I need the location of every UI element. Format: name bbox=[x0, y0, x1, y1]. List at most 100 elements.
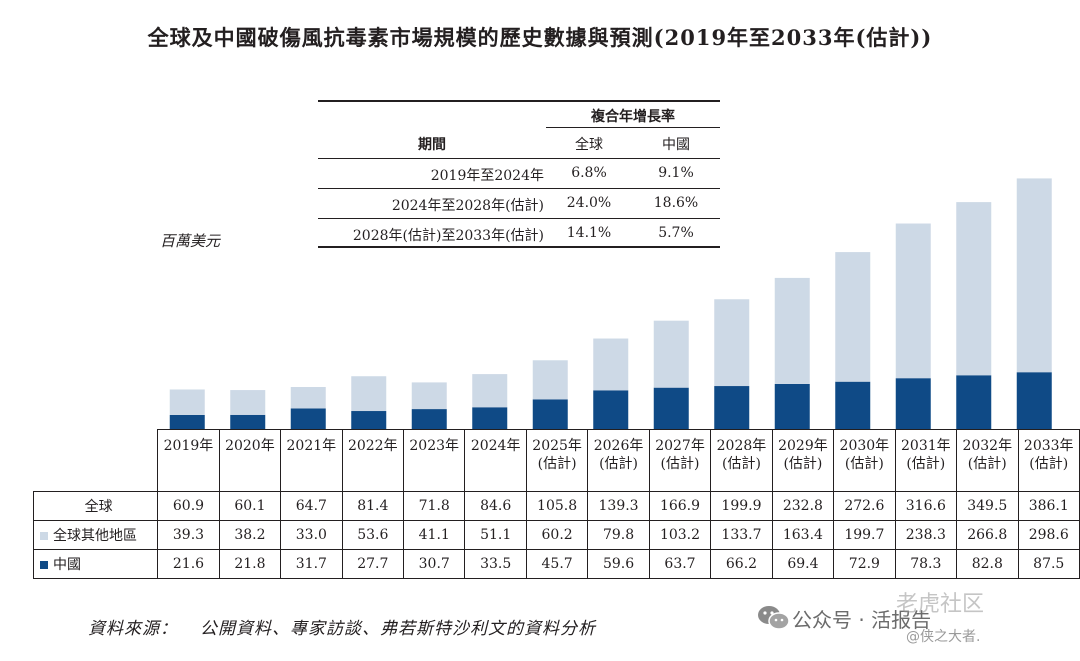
bar-china bbox=[472, 407, 508, 429]
total-value: 316.6 bbox=[894, 491, 958, 521]
china-value: 66.2 bbox=[710, 549, 773, 579]
cagr-row-global: 14.1% bbox=[566, 225, 612, 241]
china-value: 82.8 bbox=[956, 549, 1019, 579]
cagr-period-header: 期間 bbox=[418, 137, 446, 153]
total-value: 71.8 bbox=[402, 491, 466, 521]
year-tick-label: 2027年 (估計) bbox=[648, 429, 712, 492]
watermark-author: @侠之大者. bbox=[906, 629, 981, 645]
other-legend-swatch bbox=[40, 532, 48, 540]
total-value: 60.9 bbox=[157, 491, 220, 521]
bar-other bbox=[774, 277, 810, 384]
bar-china bbox=[593, 390, 629, 429]
cagr-row-period: 2028年(估計)至2033年(估計) bbox=[352, 228, 544, 244]
bar-china bbox=[653, 387, 689, 429]
china-row-label-cell: 中國 bbox=[32, 549, 159, 579]
cagr-col-china: 中國 bbox=[662, 137, 690, 153]
year-tick-label: 2024年 bbox=[464, 429, 527, 492]
bar-other bbox=[532, 360, 568, 400]
other-value: 41.1 bbox=[402, 520, 466, 550]
bar-china bbox=[774, 383, 810, 429]
other-row-label-cell: 全球其他地區 bbox=[32, 520, 159, 550]
unit-label: 百萬美元 bbox=[160, 232, 221, 250]
bar-china bbox=[895, 378, 931, 429]
year-tick-label: 2021年 bbox=[280, 429, 343, 492]
total-value: 349.5 bbox=[956, 491, 1019, 521]
other-value: 38.2 bbox=[218, 520, 282, 550]
bar-other bbox=[714, 299, 750, 387]
watermark: 公众号 · 活报告 老虎社区 @侠之大者. bbox=[756, 586, 1056, 656]
watermark-site: 老虎社区 bbox=[896, 592, 985, 617]
other-value: 266.8 bbox=[956, 520, 1019, 550]
year-tick-label: 2025年 (估計) bbox=[525, 429, 589, 492]
other-value: 33.0 bbox=[280, 520, 343, 550]
total-row: 全球 60.9 60.1 64.7 81.4 71.8 84.6 105.8 139.3 166… bbox=[32, 491, 1080, 521]
bar-china bbox=[411, 409, 447, 429]
bar-other bbox=[351, 376, 387, 412]
other-value: 103.2 bbox=[648, 520, 712, 550]
other-row: 全球其他地區 39.3 38.2 33.0 53.6 41.1 51.1 60.2 79.8 1… bbox=[32, 520, 1080, 550]
bar-china bbox=[169, 414, 205, 429]
total-value: 64.7 bbox=[280, 491, 343, 521]
cagr-row-china: 5.7% bbox=[658, 225, 694, 241]
china-legend-swatch bbox=[40, 561, 48, 569]
total-value: 272.6 bbox=[833, 491, 896, 521]
total-value: 84.6 bbox=[464, 491, 527, 521]
year-tick-label: 2020年 bbox=[218, 429, 282, 492]
bar-other bbox=[169, 389, 205, 415]
total-value: 232.8 bbox=[771, 491, 835, 521]
year-tick-label: 2019年 bbox=[157, 429, 220, 492]
source-note: 資料來源： 公開資料、專家訪談、弗若斯特沙利文的資料分析 bbox=[88, 614, 596, 639]
china-value: 21.8 bbox=[218, 549, 282, 579]
china-value: 27.7 bbox=[341, 549, 405, 579]
year-tick-label: 2028年 (估計) bbox=[710, 429, 773, 492]
cagr-row-period: 2019年至2024年 bbox=[430, 168, 544, 184]
wechat-icon bbox=[758, 606, 790, 630]
total-row-label: 全球 bbox=[32, 491, 159, 521]
bar-china bbox=[714, 386, 750, 429]
bar-other bbox=[411, 382, 447, 410]
bar-china bbox=[532, 399, 568, 429]
cagr-col-global: 全球 bbox=[575, 137, 603, 153]
cagr-row-period: 2024年至2028年(估計) bbox=[391, 198, 544, 214]
bar-china bbox=[835, 381, 871, 429]
cagr-row-global: 6.8% bbox=[571, 165, 607, 181]
year-tick-label: 2026年 (估計) bbox=[587, 429, 650, 492]
bar-china bbox=[956, 375, 992, 429]
bar-other bbox=[835, 252, 871, 382]
cagr-row-china: 9.1% bbox=[658, 165, 694, 181]
total-value: 81.4 bbox=[341, 491, 405, 521]
china-value: 59.6 bbox=[587, 549, 650, 579]
china-value: 31.7 bbox=[280, 549, 343, 579]
other-value: 53.6 bbox=[341, 520, 405, 550]
total-value: 166.9 bbox=[648, 491, 712, 521]
total-value: 386.1 bbox=[1017, 491, 1080, 521]
bar-other bbox=[593, 338, 629, 391]
year-tick-label: 2029年 (估計) bbox=[771, 429, 835, 492]
china-value: 30.7 bbox=[402, 549, 466, 579]
other-value: 51.1 bbox=[464, 520, 527, 550]
year-tick-label: 2023年 bbox=[402, 429, 466, 492]
bar-other bbox=[472, 374, 508, 408]
china-row: 中國 21.6 21.8 31.7 27.7 30.7 33.5 45.7 59.6 63.7 6… bbox=[32, 549, 1080, 579]
total-value: 60.1 bbox=[218, 491, 282, 521]
china-value: 72.9 bbox=[833, 549, 896, 579]
bar-other bbox=[653, 320, 689, 388]
other-value: 199.7 bbox=[833, 520, 896, 550]
china-value: 45.7 bbox=[525, 549, 589, 579]
other-value: 60.2 bbox=[525, 520, 589, 550]
total-value: 199.9 bbox=[710, 491, 773, 521]
other-value: 39.3 bbox=[157, 520, 220, 550]
year-tick-label: 2022年 bbox=[341, 429, 405, 492]
year-tick-label: 2033年 (估計) bbox=[1017, 429, 1080, 492]
cagr-row-china: 18.6% bbox=[653, 195, 699, 211]
china-row-label: 中國 bbox=[53, 557, 81, 573]
source-label: 資料來源： bbox=[88, 619, 178, 639]
year-tick-label: 2031年 (估計) bbox=[894, 429, 958, 492]
cagr-row-global: 24.0% bbox=[566, 195, 612, 211]
year-tick-label: 2030年 (估計) bbox=[833, 429, 896, 492]
source-text: 公開資料、專家訪談、弗若斯特沙利文的資料分析 bbox=[200, 619, 596, 639]
bar-other bbox=[290, 387, 326, 409]
other-row-label: 全球其他地區 bbox=[53, 528, 137, 544]
china-value: 78.3 bbox=[894, 549, 958, 579]
